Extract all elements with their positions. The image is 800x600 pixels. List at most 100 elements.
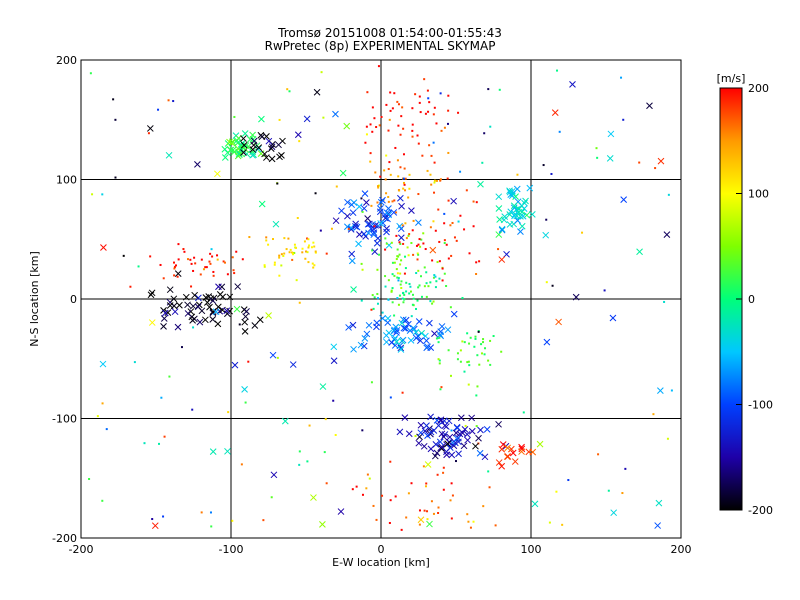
scatter-point-x: [310, 494, 317, 501]
scatter-point-x: [448, 451, 456, 459]
scatter-point-dot: [372, 307, 375, 310]
scatter-point-dot: [391, 107, 394, 110]
scatter-point-dot: [567, 479, 570, 482]
scatter-point-x: [477, 426, 484, 434]
gridlines: [81, 60, 681, 538]
scatter-point-x: [364, 220, 372, 228]
scatter-point-x: [209, 308, 217, 315]
scatter-point-dot: [385, 103, 388, 106]
y-axis-ticks: -200 -100 0 100 200: [52, 54, 86, 545]
scatter-point-dot: [172, 100, 175, 103]
scatter-point-dot: [418, 238, 421, 241]
scatter-point-dot: [472, 520, 475, 523]
scatter-point-dot: [621, 492, 624, 495]
scatter-point-dot: [105, 428, 108, 431]
scatter-point-x: [382, 214, 389, 222]
scatter-point-x: [363, 330, 371, 338]
scatter-point-dot: [408, 187, 411, 190]
scatter-point-dot: [432, 220, 435, 223]
scatter-point-x: [231, 361, 239, 369]
scatter-point-dot: [437, 506, 440, 509]
scatter-point-x: [460, 442, 468, 450]
scatter-point-dot: [387, 200, 390, 203]
scatter-point-dot: [399, 283, 402, 286]
x-tick-label: 0: [378, 543, 385, 556]
scatter-point-x: [218, 283, 226, 291]
scatter-point-dot: [286, 88, 289, 91]
scatter-point-dot: [436, 473, 439, 476]
scatter-point-x: [483, 425, 491, 433]
scatter-point-x: [347, 226, 355, 233]
scatter-point-dot: [296, 216, 299, 219]
scatter-point-x: [270, 471, 278, 479]
scatter-point-dot: [280, 264, 283, 267]
scatter-point-dot: [429, 281, 432, 284]
scatter-point-dot: [442, 488, 445, 491]
scatter-point-dot: [427, 110, 430, 113]
scatter-point-x: [412, 328, 420, 336]
scatter-point-x: [367, 225, 375, 232]
scatter-point-x: [250, 137, 258, 145]
scatter-point-x: [569, 80, 576, 88]
scatter-point-dot: [384, 178, 387, 181]
scatter-point-dot: [390, 241, 393, 244]
scatter-point-dot: [355, 485, 358, 488]
scatter-point-dot: [447, 349, 450, 352]
scatter-point-dot: [293, 243, 296, 246]
scatter-point-x: [219, 293, 227, 301]
scatter-point-dot: [199, 273, 202, 276]
scatter-point-x: [251, 322, 259, 329]
scatter-point-dot: [441, 267, 444, 270]
scatter-point-x: [196, 318, 204, 326]
scatter-point-dot: [450, 517, 453, 520]
scatter-point-x: [417, 516, 425, 524]
scatter-point-x: [263, 154, 270, 161]
scatter-point-dot: [407, 492, 410, 495]
scatter-point-x: [226, 146, 234, 154]
scatter-point-dot: [468, 252, 471, 255]
scatter-point-dot: [371, 106, 374, 109]
scatter-point-x: [450, 310, 458, 318]
scatter-point-x: [146, 125, 154, 132]
colorbar: [m/s] 200 100 0 -100 -200: [717, 72, 773, 517]
scatter-point-dot: [420, 275, 423, 278]
scatter-point-x: [176, 301, 183, 309]
scatter-point-dot: [376, 302, 379, 305]
scatter-point-x: [364, 215, 371, 222]
scatter-point-dot: [407, 254, 410, 257]
scatter-point-dot: [421, 154, 424, 157]
scatter-point-x: [151, 522, 159, 530]
scatter-point-x: [377, 220, 384, 227]
scatter-point-dot: [373, 225, 376, 228]
scatter-point-dot: [283, 252, 286, 255]
scatter-point-dot: [216, 258, 219, 261]
scatter-point-dot: [441, 279, 444, 282]
scatter-point-dot: [285, 248, 288, 251]
scatter-point-dot: [474, 337, 477, 340]
scatter-point-x: [313, 88, 321, 96]
scatter-point-x: [654, 522, 662, 529]
scatter-point-dot: [276, 182, 279, 185]
scatter-point-dot: [389, 460, 392, 463]
scatter-point-x: [536, 440, 544, 448]
scatter-point-dot: [301, 251, 304, 254]
scatter-point-x: [352, 223, 359, 230]
scatter-point-dot: [133, 361, 136, 364]
scatter-point-x: [349, 209, 357, 217]
scatter-point-x: [507, 191, 515, 199]
scatter-point-dot: [101, 499, 104, 502]
scatter-point-x: [495, 231, 503, 238]
scatter-point-dot: [396, 272, 399, 275]
scatter-point-dot: [418, 101, 421, 104]
scatter-point-dot: [398, 241, 401, 244]
scatter-point-dot: [388, 118, 391, 121]
scatter-point-x: [397, 344, 405, 352]
scatter-point-x: [607, 130, 615, 138]
scatter-point-dot: [200, 258, 203, 261]
scatter-point-x: [424, 461, 432, 468]
scatter-point-dot: [400, 287, 403, 290]
scatter-point-dot: [402, 187, 405, 190]
scatter-point-dot: [417, 193, 420, 196]
scatter-point-x: [240, 149, 247, 156]
scatter-point-dot: [399, 242, 402, 245]
